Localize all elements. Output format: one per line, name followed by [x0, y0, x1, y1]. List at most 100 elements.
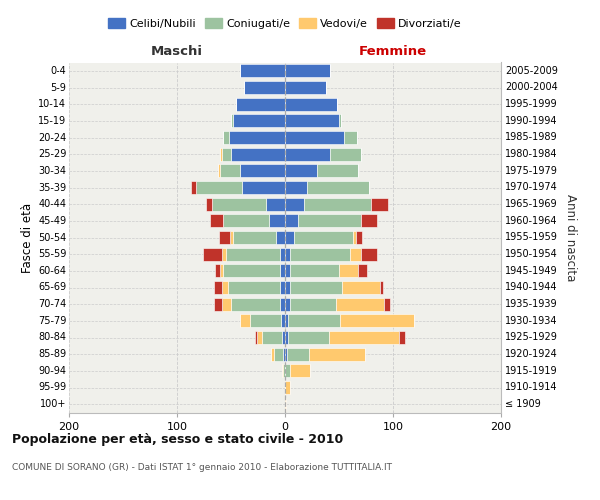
- Text: COMUNE DI SORANO (GR) - Dati ISTAT 1° gennaio 2010 - Elaborazione TUTTITALIA.IT: COMUNE DI SORANO (GR) - Dati ISTAT 1° ge…: [12, 462, 392, 471]
- Bar: [329, 331, 400, 344]
- Bar: [229, 131, 285, 144]
- Bar: [331, 148, 361, 160]
- Bar: [344, 131, 358, 144]
- Bar: [215, 264, 220, 278]
- Bar: [214, 281, 223, 294]
- Bar: [339, 114, 341, 128]
- Bar: [266, 198, 285, 210]
- Bar: [262, 331, 282, 344]
- Bar: [339, 264, 358, 278]
- Bar: [288, 331, 329, 344]
- Bar: [233, 231, 277, 244]
- Legend: Celibi/Nubili, Coniugati/e, Vedovi/e, Divorziati/e: Celibi/Nubili, Coniugati/e, Vedovi/e, Di…: [104, 14, 466, 34]
- Bar: [361, 248, 377, 260]
- Bar: [290, 281, 342, 294]
- Bar: [285, 314, 288, 328]
- Bar: [304, 198, 371, 210]
- Bar: [283, 364, 285, 378]
- Bar: [290, 248, 350, 260]
- Bar: [309, 348, 365, 360]
- Bar: [280, 298, 285, 310]
- Bar: [380, 281, 383, 294]
- Bar: [285, 331, 288, 344]
- Bar: [340, 314, 413, 328]
- Text: Femmine: Femmine: [359, 44, 427, 58]
- Bar: [223, 248, 226, 260]
- Bar: [206, 198, 212, 210]
- Bar: [250, 314, 281, 328]
- Bar: [269, 214, 285, 228]
- Bar: [223, 298, 231, 310]
- Bar: [281, 314, 285, 328]
- Bar: [239, 314, 250, 328]
- Bar: [244, 81, 285, 94]
- Bar: [288, 314, 340, 328]
- Bar: [336, 298, 385, 310]
- Bar: [285, 231, 293, 244]
- Bar: [283, 348, 285, 360]
- Bar: [285, 281, 290, 294]
- Bar: [290, 264, 339, 278]
- Bar: [223, 148, 231, 160]
- Bar: [285, 298, 290, 310]
- Bar: [285, 381, 290, 394]
- Bar: [285, 81, 326, 94]
- Bar: [342, 281, 380, 294]
- Bar: [236, 98, 285, 110]
- Bar: [285, 131, 344, 144]
- Bar: [290, 364, 310, 378]
- Bar: [280, 264, 285, 278]
- Bar: [358, 264, 367, 278]
- Bar: [219, 231, 230, 244]
- Y-axis label: Anni di nascita: Anni di nascita: [565, 194, 577, 281]
- Bar: [293, 231, 353, 244]
- Bar: [223, 214, 269, 228]
- Bar: [220, 264, 223, 278]
- Bar: [385, 298, 390, 310]
- Bar: [223, 264, 280, 278]
- Bar: [220, 148, 223, 160]
- Bar: [196, 181, 242, 194]
- Bar: [211, 214, 223, 228]
- Text: Popolazione per età, sesso e stato civile - 2010: Popolazione per età, sesso e stato civil…: [12, 432, 343, 446]
- Bar: [223, 131, 229, 144]
- Bar: [220, 164, 239, 177]
- Bar: [285, 264, 290, 278]
- Bar: [277, 231, 285, 244]
- Bar: [356, 231, 362, 244]
- Bar: [223, 281, 228, 294]
- Bar: [285, 181, 307, 194]
- Bar: [400, 331, 405, 344]
- Bar: [371, 198, 388, 210]
- Bar: [230, 231, 233, 244]
- Bar: [239, 164, 285, 177]
- Bar: [285, 214, 298, 228]
- Bar: [353, 231, 356, 244]
- Bar: [285, 198, 304, 210]
- Bar: [242, 181, 285, 194]
- Bar: [233, 114, 285, 128]
- Bar: [228, 281, 280, 294]
- Bar: [257, 331, 262, 344]
- Bar: [285, 248, 290, 260]
- Bar: [280, 281, 285, 294]
- Bar: [350, 248, 361, 260]
- Bar: [361, 214, 377, 228]
- Bar: [231, 114, 233, 128]
- Bar: [255, 331, 257, 344]
- Bar: [218, 164, 220, 177]
- Bar: [280, 248, 285, 260]
- Bar: [191, 181, 196, 194]
- Bar: [287, 348, 309, 360]
- Bar: [214, 298, 223, 310]
- Bar: [239, 64, 285, 78]
- Bar: [298, 214, 361, 228]
- Bar: [271, 348, 274, 360]
- Bar: [212, 198, 266, 210]
- Bar: [317, 164, 358, 177]
- Bar: [231, 148, 285, 160]
- Bar: [285, 98, 337, 110]
- Bar: [226, 248, 280, 260]
- Text: Maschi: Maschi: [151, 44, 203, 58]
- Bar: [282, 331, 285, 344]
